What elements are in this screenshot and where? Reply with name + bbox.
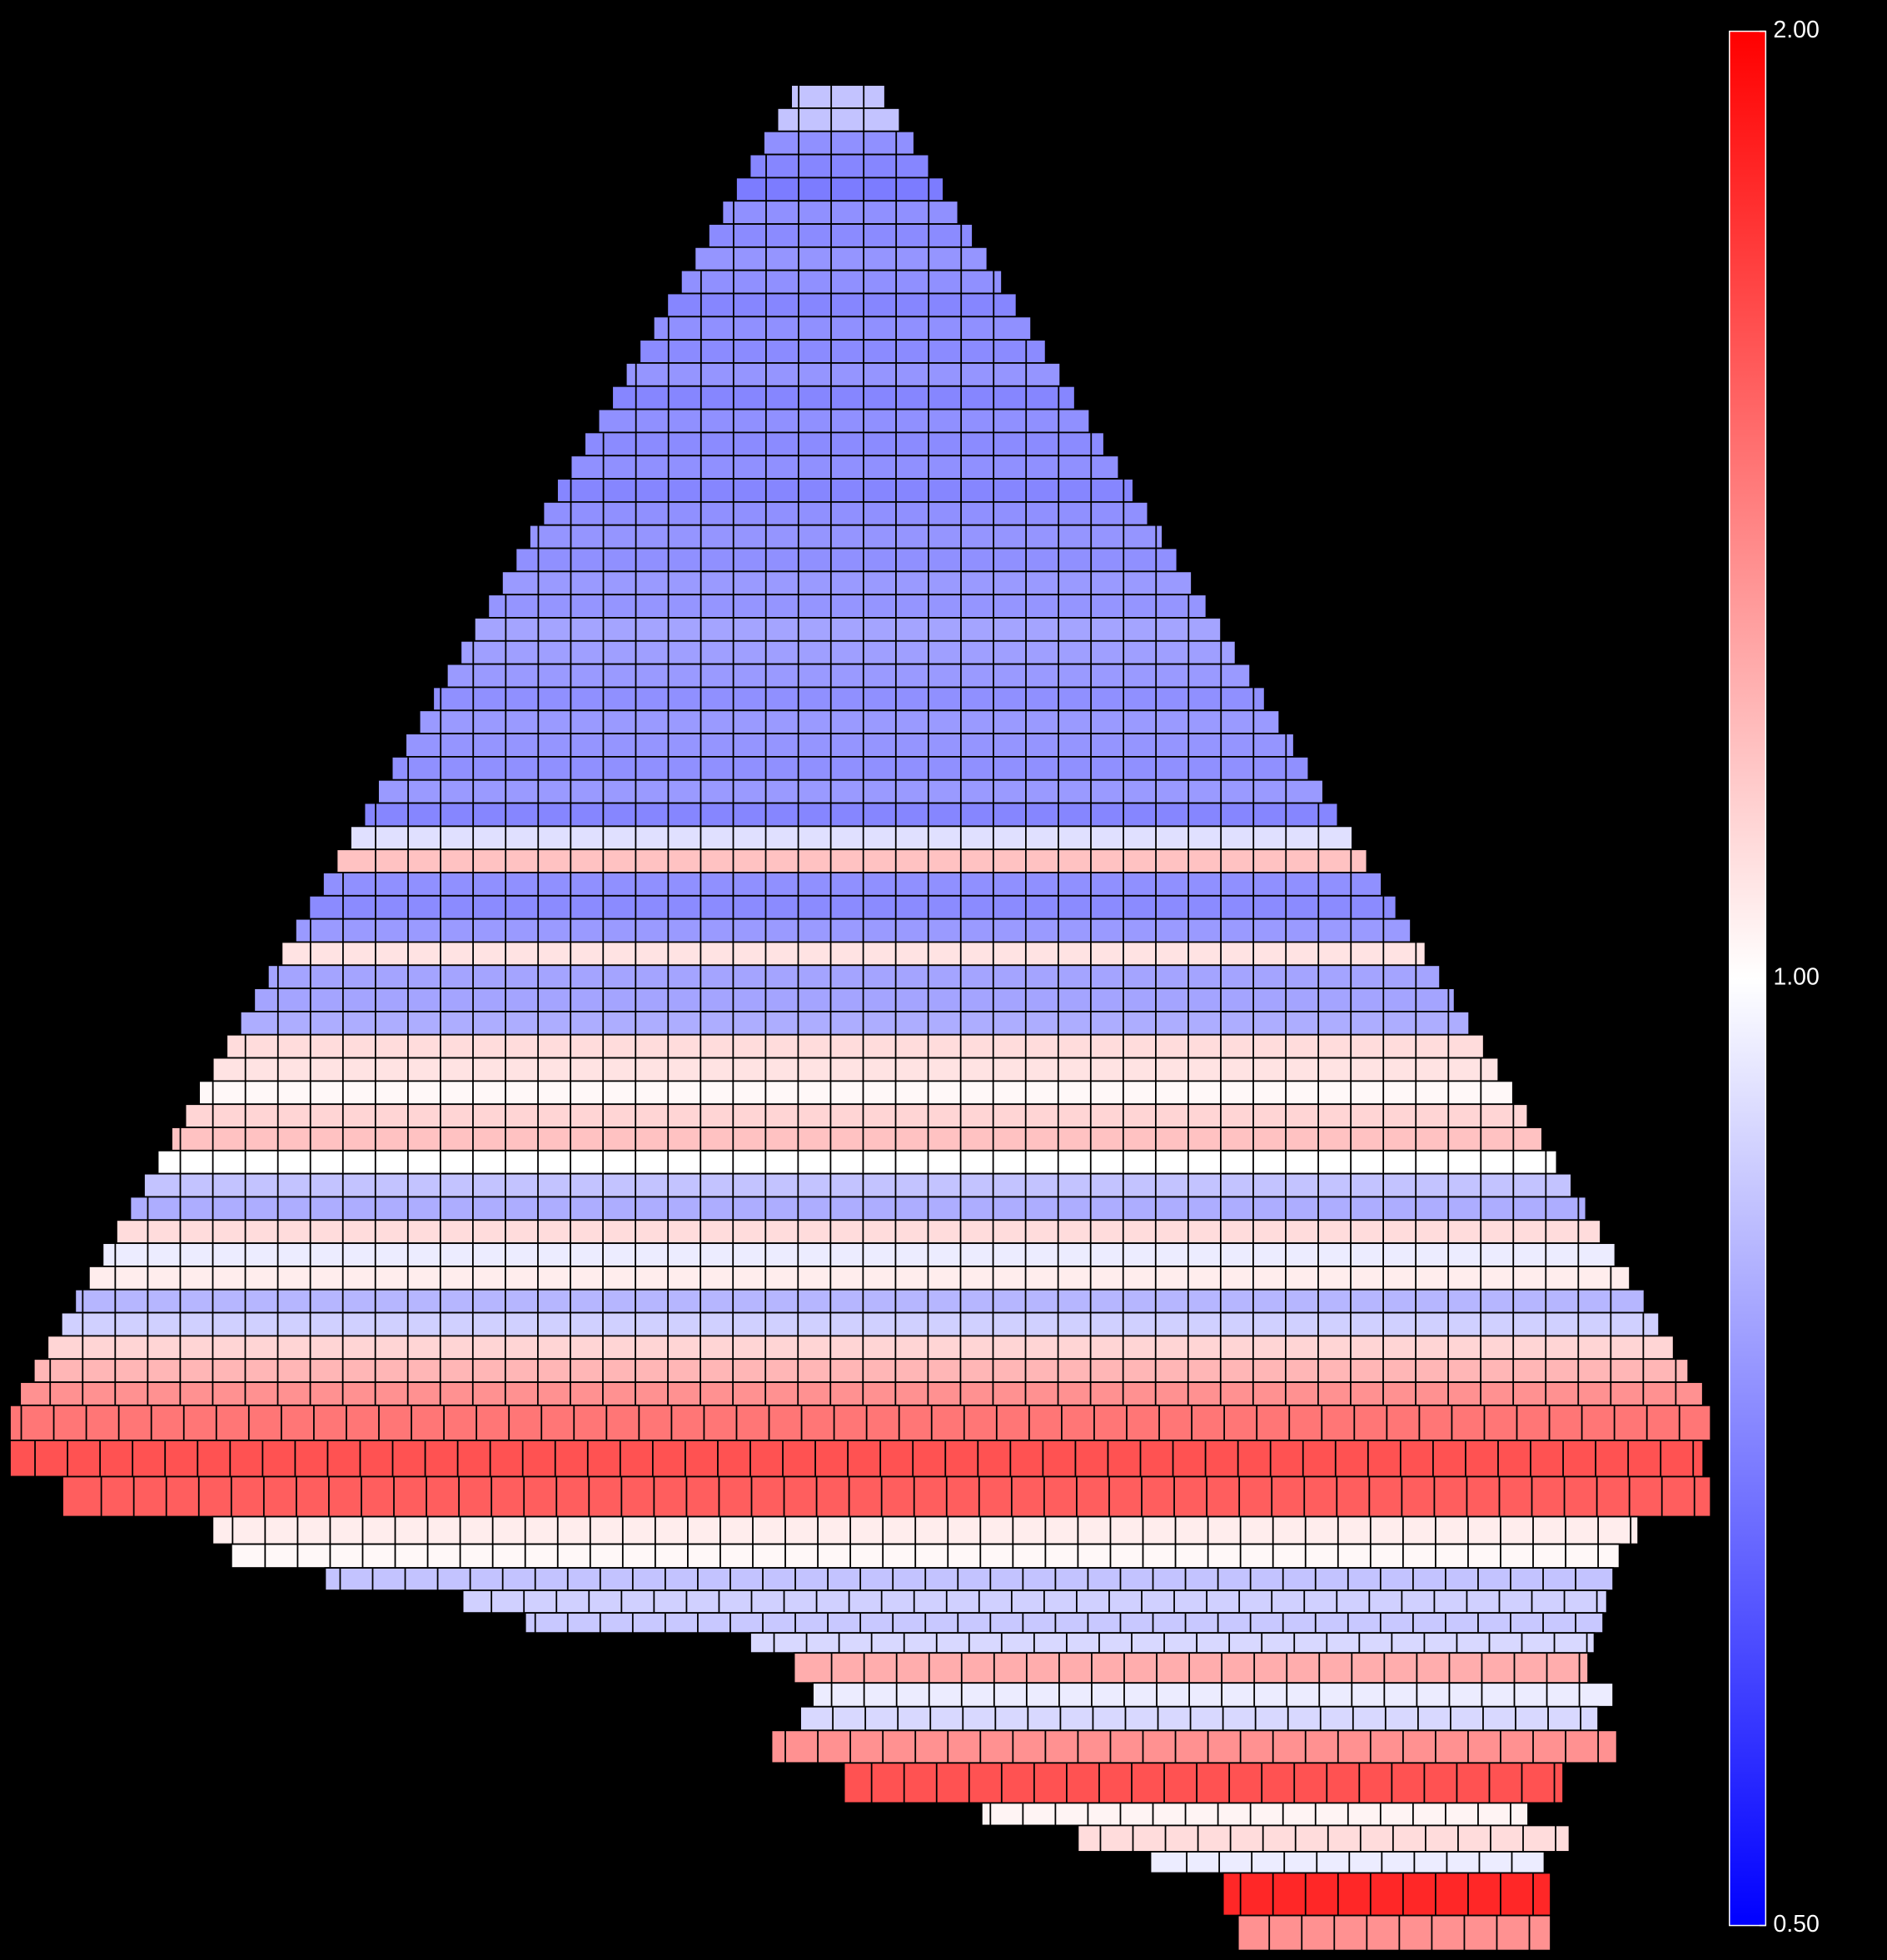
cell-row bbox=[1237, 1914, 1551, 1952]
cell-row bbox=[116, 1219, 1601, 1245]
cell-row bbox=[60, 1311, 1660, 1337]
cell-row bbox=[460, 639, 1237, 665]
cell-row bbox=[666, 292, 1018, 318]
cell-row bbox=[9, 1440, 1705, 1478]
cell-row bbox=[461, 1589, 1608, 1614]
cell-row bbox=[322, 872, 1382, 897]
cell-row bbox=[556, 478, 1134, 503]
cell-row bbox=[843, 1762, 1564, 1804]
cell-row bbox=[432, 686, 1266, 712]
cell-row bbox=[418, 709, 1281, 734]
cell-row bbox=[735, 177, 944, 202]
cell-row bbox=[377, 779, 1324, 804]
colorbar-tick-label: 2.00 bbox=[1773, 17, 1820, 43]
cell-row bbox=[102, 1242, 1616, 1267]
cell-row bbox=[308, 894, 1397, 920]
cell-row bbox=[570, 455, 1120, 480]
cell-row bbox=[812, 1682, 1615, 1708]
colorbar-tick-label: 0.50 bbox=[1773, 1911, 1820, 1938]
cell-row bbox=[226, 1033, 1485, 1059]
cell-row bbox=[1077, 1824, 1571, 1853]
cell-row bbox=[1222, 1872, 1551, 1917]
cell-row bbox=[793, 1652, 1590, 1684]
cell-row bbox=[198, 1080, 1514, 1106]
cell-row bbox=[324, 1567, 1615, 1592]
cell-row bbox=[611, 385, 1076, 410]
cell-row bbox=[694, 246, 988, 271]
cell-row bbox=[790, 84, 886, 109]
cell-row bbox=[529, 524, 1163, 550]
cell-row bbox=[87, 1266, 1631, 1291]
cell-row bbox=[487, 594, 1207, 619]
cell-row bbox=[1149, 1851, 1546, 1874]
cell-row bbox=[47, 1335, 1675, 1361]
cell-row bbox=[652, 316, 1033, 341]
cell-row bbox=[32, 1358, 1690, 1383]
cell-row bbox=[446, 663, 1252, 689]
cell-row bbox=[212, 1057, 1500, 1082]
cell-row bbox=[515, 547, 1178, 573]
cell-row bbox=[62, 1475, 1712, 1518]
cell-row bbox=[749, 1632, 1596, 1654]
cell-row bbox=[129, 1196, 1587, 1221]
cell-row bbox=[19, 1381, 1704, 1406]
cell-row bbox=[230, 1543, 1621, 1569]
cell-row bbox=[542, 500, 1149, 526]
cell-row bbox=[350, 825, 1353, 851]
cell-row bbox=[473, 617, 1222, 642]
cell-row bbox=[770, 1729, 1618, 1764]
cell-row bbox=[184, 1103, 1529, 1128]
cell-row bbox=[363, 802, 1339, 828]
cell-row bbox=[524, 1612, 1605, 1634]
cell-row bbox=[749, 153, 930, 179]
cell-row bbox=[391, 755, 1310, 781]
cell-row bbox=[708, 223, 973, 248]
cell-row bbox=[776, 107, 901, 132]
cell-row bbox=[266, 964, 1441, 990]
cell-row bbox=[721, 200, 959, 225]
cell-row bbox=[9, 1404, 1712, 1441]
cell-row bbox=[239, 1011, 1471, 1036]
colorbar-tick-label: 1.00 bbox=[1773, 964, 1820, 991]
cell-row bbox=[143, 1172, 1572, 1198]
cell-row bbox=[680, 269, 1003, 295]
cell-row bbox=[253, 987, 1456, 1012]
cell-row bbox=[799, 1705, 1600, 1732]
cell-row bbox=[500, 570, 1192, 596]
cell-row bbox=[212, 1515, 1640, 1545]
cell-row bbox=[597, 408, 1091, 434]
cell-row bbox=[625, 362, 1062, 387]
cell-row bbox=[763, 130, 915, 156]
cell-row bbox=[980, 1802, 1529, 1827]
cell-row bbox=[584, 431, 1105, 457]
cell-row bbox=[294, 918, 1412, 943]
cell-row bbox=[405, 733, 1295, 758]
cell-row bbox=[336, 848, 1368, 873]
cell-row bbox=[157, 1149, 1558, 1175]
cell-row bbox=[171, 1127, 1543, 1152]
cells bbox=[9, 84, 1712, 1952]
